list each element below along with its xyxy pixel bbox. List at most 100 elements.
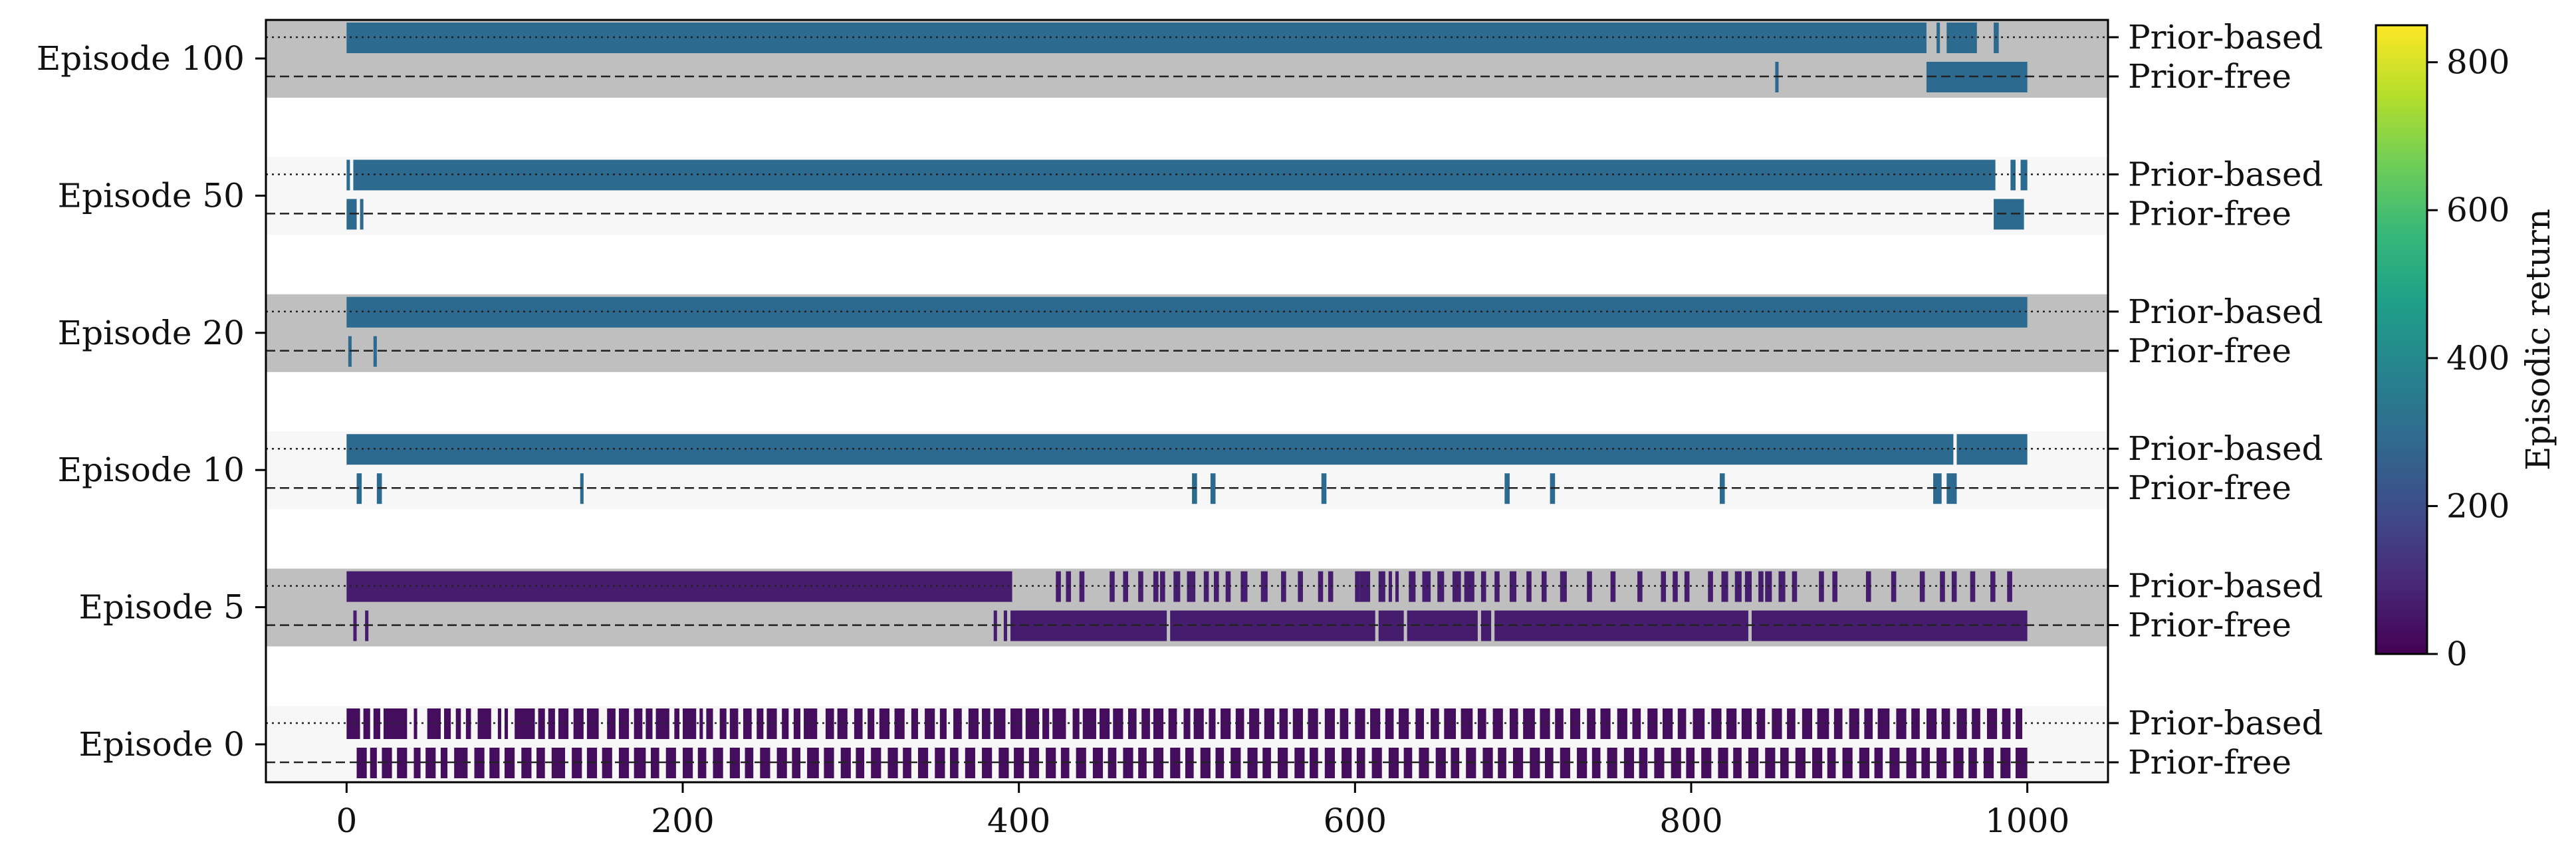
plot-frame xyxy=(265,19,2109,784)
prior-based-event-bar xyxy=(1324,708,1335,739)
prior-based-event-bar xyxy=(1221,708,1231,739)
prior-based-event-bar xyxy=(1541,571,1547,602)
prior-free-event-bar xyxy=(370,748,377,778)
series-label-prior-free: Prior-free xyxy=(2128,194,2291,233)
prior-based-event-bar xyxy=(1919,571,1925,602)
prior-based-event-bar xyxy=(743,708,752,739)
prior-based-event-bar xyxy=(1540,708,1550,739)
prior-based-event-bar xyxy=(1693,708,1705,739)
prior-free-event-bar xyxy=(356,748,367,778)
prior-based-event-bar xyxy=(1708,571,1713,602)
prior-free-event-bar xyxy=(440,748,448,778)
prior-free-event-bar xyxy=(887,748,898,778)
prior-based-event-bar xyxy=(1956,434,2028,465)
prior-based-event-bar xyxy=(346,160,350,191)
prior-based-event-bar xyxy=(1756,708,1766,739)
prior-free-event-bar xyxy=(1153,748,1164,778)
prior-based-event-bar xyxy=(346,434,1954,465)
prior-based-event-bar xyxy=(1355,571,1360,602)
prior-free-event-bar xyxy=(792,748,800,778)
episode-label: Episode 5 xyxy=(78,588,245,627)
prior-based-event-bar xyxy=(911,708,918,739)
prior-based-event-bar xyxy=(1637,571,1643,602)
prior-based-event-bar xyxy=(1113,708,1123,739)
colorbar-ticks: 0 200 400 600 800 xyxy=(2427,43,2510,673)
prior-based-event-bar xyxy=(1617,708,1627,739)
prior-based-event-bar xyxy=(1153,571,1159,602)
prior-free-event-bar xyxy=(1247,748,1258,778)
prior-based-event-bar xyxy=(1711,708,1722,739)
series-label-prior-free: Prior-free xyxy=(2128,57,2291,96)
prior-based-event-bar xyxy=(1128,708,1137,739)
prior-free-event-bar xyxy=(454,748,468,778)
colorbar-gradient xyxy=(2375,24,2428,655)
prior-based-event-bar xyxy=(982,708,991,739)
prior-based-event-bar xyxy=(1444,708,1457,739)
series-label-prior-free: Prior-free xyxy=(2128,606,2291,645)
series-label-prior-free: Prior-free xyxy=(2128,332,2291,370)
prior-based-event-bar xyxy=(782,708,789,739)
x-tick-label: 800 xyxy=(1659,802,1722,840)
episode-label: Episode 20 xyxy=(58,314,245,352)
prior-based-event-bar xyxy=(683,708,697,739)
prior-based-event-bar xyxy=(1225,571,1231,602)
prior-based-event-bar xyxy=(1187,571,1196,602)
episode-labels: Episode 100 Episode 50 Episode 20 Episode 1… xyxy=(37,39,266,764)
prior-based-event-bar xyxy=(1721,571,1728,602)
prior-based-event-bar xyxy=(558,708,569,739)
prior-free-event-bar xyxy=(360,199,364,230)
prior-free-event-bar xyxy=(1921,748,1931,778)
prior-based-event-bar xyxy=(1877,708,1890,739)
prior-free-event-bar xyxy=(1278,748,1288,778)
prior-based-event-bar xyxy=(1359,571,1371,602)
prior-based-event-bar xyxy=(1072,708,1080,739)
prior-based-event-bar xyxy=(1936,23,1940,53)
prior-based-event-bar xyxy=(1431,708,1439,739)
prior-based-event-bar xyxy=(837,708,848,739)
prior-based-event-bar xyxy=(2007,571,2012,602)
prior-based-event-bar xyxy=(1415,708,1424,739)
prior-based-event-bar xyxy=(1600,708,1611,739)
prior-based-event-bar xyxy=(1802,708,1813,739)
prior-free-event-bar xyxy=(1654,748,1665,778)
x-tick-label: 0 xyxy=(336,802,357,840)
prior-based-event-bar xyxy=(1647,708,1658,739)
series-label-prior-based: Prior-based xyxy=(2128,18,2323,56)
episode-label: Episode 50 xyxy=(58,176,245,215)
prior-based-event-bar xyxy=(346,708,360,739)
prior-free-event-bar xyxy=(551,748,566,778)
prior-based-event-bar xyxy=(548,708,555,739)
prior-based-event-bar xyxy=(1378,571,1385,602)
prior-based-event-bar xyxy=(618,708,630,739)
prior-based-event-bar xyxy=(1292,708,1303,739)
prior-based-event-bar xyxy=(1570,708,1581,739)
prior-based-event-bar xyxy=(1677,708,1687,739)
prior-free-event-bar xyxy=(650,748,659,778)
prior-based-event-bar xyxy=(953,708,962,739)
prior-free-event-bar xyxy=(903,748,911,778)
prior-based-event-bar xyxy=(2002,708,2011,739)
prior-based-event-bar xyxy=(1741,708,1752,739)
prior-based-event-bar xyxy=(1956,708,1967,739)
prior-based-event-bar xyxy=(1787,708,1796,739)
prior-based-event-bar xyxy=(1082,708,1096,739)
prior-based-event-bar xyxy=(1941,708,1950,739)
prior-based-event-bar xyxy=(1183,708,1191,739)
prior-based-event-bar xyxy=(1110,571,1115,602)
prior-based-event-bar xyxy=(1160,571,1165,602)
prior-based-event-bar xyxy=(1926,708,1937,739)
prior-free-event-bar xyxy=(1262,748,1271,778)
prior-based-event-bar xyxy=(1213,571,1219,602)
prior-free-event-bar xyxy=(1780,748,1789,778)
prior-based-event-bar xyxy=(363,708,370,739)
series-label-prior-based: Prior-based xyxy=(2128,155,2323,193)
prior-based-event-bar xyxy=(1560,571,1567,602)
prior-based-event-bar xyxy=(1480,571,1486,602)
prior-based-event-bar xyxy=(1972,708,1980,739)
prior-free-event-bar xyxy=(1138,748,1147,778)
prior-free-event-bar xyxy=(1321,473,1327,504)
prior-free-event-bar xyxy=(382,748,392,778)
prior-based-event-bar xyxy=(1235,708,1244,739)
prior-free-event-bar xyxy=(356,473,362,504)
